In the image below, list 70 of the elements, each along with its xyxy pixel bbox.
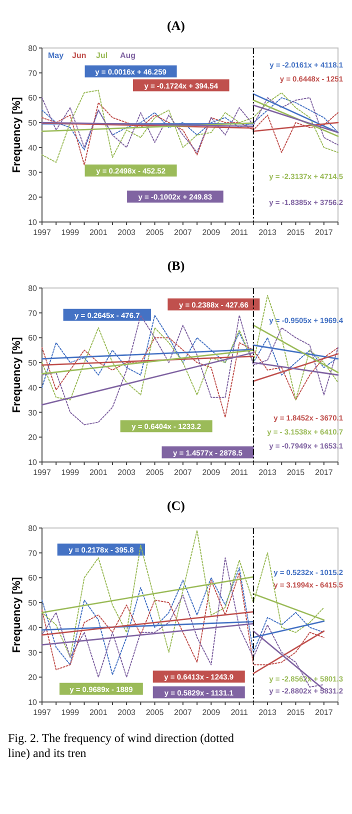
x-tick-label: 2011	[230, 228, 248, 237]
x-tick-label: 2009	[202, 708, 221, 717]
y-axis-title: Frequency [%]	[11, 96, 23, 173]
x-tick-label: 2005	[146, 708, 164, 717]
y-tick-label: 10	[28, 218, 38, 227]
y-tick-label: 30	[28, 648, 38, 658]
y-tick-label: 30	[28, 408, 38, 418]
y-tick-label: 80	[28, 524, 38, 533]
x-tick-label: 1999	[61, 468, 80, 477]
x-tick-label: 2011	[230, 708, 248, 717]
text: Jul	[96, 51, 108, 60]
x-tick-label: 2003	[118, 468, 136, 477]
y-tick-label: 40	[28, 143, 38, 152]
y-axis-title: Frequency [%]	[11, 576, 23, 653]
y-tick-label: 20	[28, 193, 38, 202]
x-tick-label: 2003	[118, 228, 136, 237]
chart-title: (B)	[167, 258, 185, 273]
y-tick-label: 10	[28, 458, 38, 467]
x-tick-label: 1997	[33, 468, 52, 477]
y-tick-label: 50	[28, 118, 38, 128]
caption: Fig. 2. The frequency of wind direction (dotted line) and its tren	[8, 731, 234, 760]
x-tick-label: 1999	[61, 228, 80, 237]
y-tick-label: 50	[28, 598, 38, 608]
y-tick-label: 40	[28, 623, 38, 632]
x-tick-label: 2007	[174, 228, 192, 237]
y-tick-label: 10	[28, 698, 38, 707]
y-tick-label: 50	[28, 358, 38, 368]
y-tick-label: 40	[28, 383, 38, 392]
x-tick-label: 1997	[33, 708, 52, 717]
x-tick-label: 2005	[146, 228, 164, 237]
x-tick-label: 2017	[315, 228, 334, 237]
text: Aug	[120, 51, 136, 60]
y-tick-label: 70	[28, 548, 38, 558]
x-tick-label: 2003	[118, 708, 136, 717]
y-tick-label: 80	[28, 284, 38, 293]
x-tick-label: 2007	[174, 708, 192, 717]
x-tick-label: 2001	[89, 228, 108, 237]
y-tick-label: 60	[28, 94, 38, 103]
y-tick-label: 80	[28, 44, 38, 53]
x-tick-label: 2001	[89, 468, 108, 477]
x-tick-label: 2005	[146, 468, 164, 477]
x-tick-label: 2009	[202, 468, 221, 477]
y-tick-label: 60	[28, 334, 38, 343]
x-tick-label: 2011	[230, 468, 248, 477]
x-tick-label: 1997	[33, 228, 52, 237]
x-tick-label: 2009	[202, 228, 221, 237]
x-tick-label: 2015	[286, 228, 306, 237]
line-series	[42, 102, 338, 166]
y-tick-label: 60	[28, 574, 38, 583]
x-tick-label: 2013	[258, 468, 277, 477]
y-tick-label: 20	[28, 433, 38, 442]
x-tick-label: 2017	[315, 708, 334, 717]
x-tick-label: 2007	[174, 468, 192, 477]
y-tick-label: 70	[28, 68, 38, 78]
line-series	[42, 90, 338, 163]
y-tick-label: 20	[28, 673, 38, 682]
x-tick-label: 2001	[89, 708, 108, 717]
x-tick-label: 2017	[315, 468, 334, 477]
x-tick-label: 2013	[258, 228, 277, 237]
x-tick-label: 2015	[286, 708, 306, 717]
chart-title: (C)	[166, 498, 186, 513]
chart-title: (A)	[166, 18, 186, 33]
text: May	[48, 51, 64, 60]
x-tick-label: 2013	[258, 708, 277, 717]
x-tick-label: 1999	[61, 708, 80, 717]
y-tick-label: 30	[28, 168, 38, 178]
x-tick-label: 2015	[286, 468, 306, 477]
y-axis-title: Frequency [%]	[11, 336, 23, 413]
y-tick-label: 70	[28, 308, 38, 318]
text: Jun	[72, 51, 86, 60]
